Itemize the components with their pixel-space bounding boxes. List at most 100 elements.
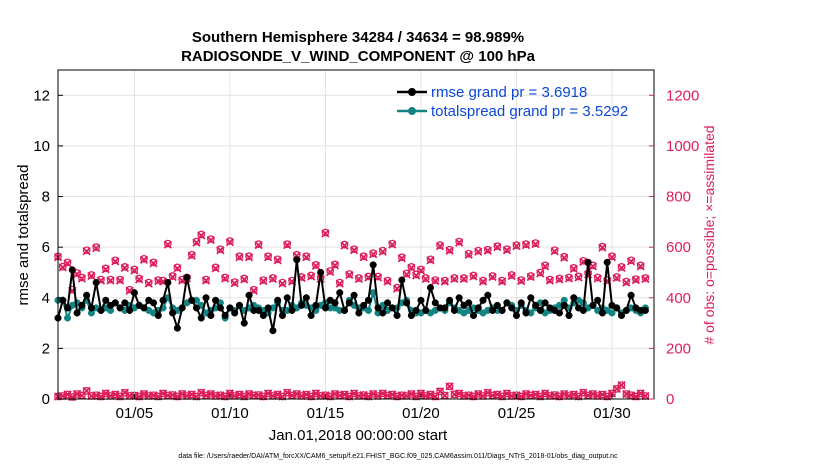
obs-assimilated-point [278, 279, 287, 288]
obs-possible-point [522, 240, 530, 248]
obs-assimilated-point [545, 276, 555, 285]
obs-bottom-assimilated-point [158, 389, 168, 398]
rmse-point [340, 306, 349, 314]
obs-assimilated-point [378, 247, 387, 256]
obs-assimilated-point [407, 263, 416, 273]
rmse-point [560, 301, 568, 309]
obs-possible-point [283, 240, 292, 248]
rmse-point [59, 296, 67, 304]
rmse-point [508, 304, 516, 312]
obs-bottom-possible-point [192, 392, 201, 401]
obs-assimilated-point [598, 243, 607, 252]
axes: 01/05 01/10 01/15 01/20 01/25 01/300246810120… [33, 87, 699, 422]
obs-bottom-assimilated-point [440, 391, 449, 400]
obs-assimilated-point [168, 272, 177, 282]
obs-assimilated-point [507, 271, 516, 281]
obs-assimilated-point [115, 276, 125, 285]
obs-possible-point [63, 258, 72, 267]
rmse-point [183, 273, 191, 282]
totalspread-point [64, 314, 72, 322]
obs-possible-point [335, 278, 344, 287]
obs-possible-point [340, 240, 349, 249]
obs-assimilated-point [349, 246, 359, 255]
rmse-point [388, 304, 396, 312]
obs-bottom-assimilated-point [330, 389, 340, 399]
obs-assimilated-point [397, 254, 406, 263]
obs-bottom-assimilated-point [421, 391, 430, 401]
obs-bottom-assimilated-point [416, 389, 426, 398]
obs-assimilated-point [440, 277, 449, 286]
obs-possible-point [254, 240, 263, 248]
obs-assimilated-point [636, 262, 645, 271]
obs-assimilated-point [244, 253, 254, 262]
obs-possible-point [622, 277, 631, 286]
obs-possible-point [546, 275, 554, 284]
obs-assimilated-point [144, 279, 153, 288]
obs-possible-point [240, 274, 249, 283]
rmse-point [111, 299, 119, 307]
rmse-point [207, 311, 215, 320]
obs-bottom-assimilated-point [455, 389, 464, 398]
obs-possible-point [421, 274, 430, 282]
obs-possible-point [345, 270, 354, 278]
obs-assimilated-point [493, 243, 502, 252]
obs-possible-point [460, 274, 468, 282]
obs-assimilated-point [555, 275, 564, 284]
rmse-point [527, 294, 535, 302]
line-series [54, 256, 649, 335]
rmse-point [536, 306, 544, 314]
obs-bottom-assimilated-point [106, 391, 115, 401]
obs-possible-point [359, 252, 368, 261]
obs-bottom-assimilated-point [593, 391, 602, 401]
rmse-point [312, 301, 320, 309]
obs-bottom-assimilated-point [101, 389, 110, 398]
obs-bottom-assimilated-point [493, 390, 502, 399]
obs-bottom-assimilated-point [349, 389, 359, 398]
rmse-point [87, 304, 95, 312]
rmse-point [589, 301, 597, 309]
obs-assimilated-point [383, 277, 392, 286]
rmse-point [555, 309, 563, 317]
obs-possible-point [350, 245, 358, 254]
chart-title: Southern Hemisphere 34284 / 34634 = 98.9… [192, 29, 524, 46]
obs-possible-point [87, 271, 96, 279]
obs-assimilated-point [569, 264, 578, 274]
obs-bottom-assimilated-point [72, 389, 82, 399]
obs-bottom-assimilated-point [531, 390, 540, 399]
rmse-point [355, 309, 363, 317]
obs-assimilated-point [87, 271, 96, 281]
obs-possible-point [536, 268, 545, 277]
obs-bottom-assimilated-point [402, 391, 411, 401]
rmse-point [517, 299, 525, 307]
rmse-point [68, 266, 76, 274]
rmse-point [64, 304, 72, 312]
obs-assimilated-point [187, 251, 196, 260]
rmse-point [441, 304, 449, 312]
obs-possible-point [550, 246, 559, 255]
totalspread-point [608, 309, 616, 317]
rmse-point [102, 296, 110, 304]
obs-bottom-assimilated-point [378, 389, 387, 398]
obs-assimilated-point [335, 279, 344, 288]
obs-bottom-assimilated-point [617, 380, 626, 390]
obs-assimilated-point [268, 274, 278, 284]
y-tick-label: 6 [42, 239, 50, 256]
obs-assimilated-point [211, 264, 220, 273]
obs-assimilated-point [63, 259, 72, 268]
rmse-point [302, 294, 310, 302]
legend: rmse grand pr = 3.6918 totalspread grand… [397, 84, 628, 120]
obs-assimilated-point [631, 275, 640, 285]
rmse-point [197, 314, 205, 322]
rmse-point [212, 296, 220, 304]
obs-assimilated-point [77, 274, 87, 283]
rmse-point [613, 304, 621, 312]
obs-assimilated-point [426, 256, 435, 265]
obs-bottom-assimilated-point [560, 389, 569, 399]
obs-assimilated-point [521, 240, 531, 250]
obs-possible-point [230, 278, 239, 286]
chart-subtitle: RADIOSONDE_V_WIND_COMPONENT @ 100 hPa [181, 48, 536, 65]
obs-bottom-possible-point [431, 392, 440, 401]
obs-assimilated-point [416, 266, 426, 275]
